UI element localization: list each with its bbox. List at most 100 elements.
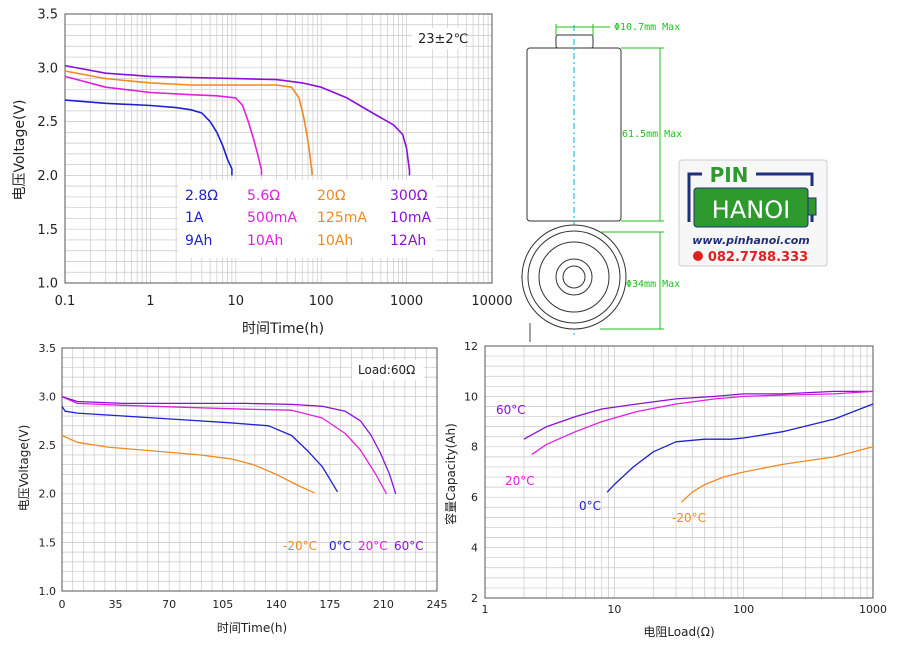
- series-line-2: [64, 70, 313, 176]
- y-tick-label: 1.5: [37, 223, 58, 238]
- plot-area: [485, 346, 873, 598]
- dim-diameter-body: Φ34mm Max: [626, 279, 680, 290]
- dim-height: 61.5mm Max: [622, 129, 682, 140]
- battery-dimension-drawing: Φ10.7mm Max 61.5mm Max Φ34mm Max: [521, 22, 682, 342]
- y-tick-label: 1.5: [39, 536, 57, 549]
- x-tick-label: 1000: [390, 294, 423, 309]
- y-tick-label: 1.0: [39, 585, 57, 598]
- legend-text: 5.6Ω: [247, 188, 280, 204]
- annotation-background: [352, 360, 424, 380]
- x-tick-label: 10: [228, 294, 245, 309]
- series-line-3: [680, 446, 874, 503]
- series-line-2: [61, 396, 388, 495]
- y-axis-title: 电压Voltage(V): [12, 99, 28, 200]
- x-tick-label: 105: [212, 598, 233, 611]
- x-tick-label: 1: [146, 294, 154, 309]
- logo-url: www.pinhanoi.com: [692, 234, 810, 247]
- legend-text: 1A: [185, 210, 204, 226]
- legend-text: 20Ω: [317, 188, 346, 204]
- phone-icon: [693, 251, 703, 261]
- y-tick-label: 6: [471, 491, 478, 504]
- legend-text: 125mA: [317, 210, 367, 226]
- pinhanoi-logo: PIN HANOI www.pinhanoi.com 082.7788.333: [678, 159, 828, 267]
- x-tick-label: 100: [733, 603, 754, 616]
- y-axis-title: 电压Voltage(V): [17, 425, 31, 512]
- plot-frame: [484, 345, 874, 599]
- series-line-1: [61, 405, 339, 493]
- series-label: 20°C: [358, 539, 388, 553]
- x-tick-label: 10: [607, 603, 621, 616]
- x-tick-label: 0.1: [55, 294, 76, 309]
- x-tick-label: 175: [319, 598, 340, 611]
- series-label: -20°C: [672, 511, 706, 525]
- y-tick-label: 3.0: [39, 390, 57, 403]
- annotation-background: [412, 28, 465, 49]
- x-tick-label: 1000: [859, 603, 887, 616]
- y-tick-label: 3.5: [39, 342, 57, 355]
- y-tick-label: 2.5: [39, 439, 57, 452]
- series-label: 0°C: [579, 499, 601, 513]
- series-label: 20°C: [505, 474, 535, 488]
- plot-area: [62, 348, 437, 591]
- battery-end-view: [521, 224, 627, 330]
- chart-annotation: Load:60Ω: [358, 363, 415, 377]
- series-line-1: [531, 390, 874, 455]
- y-tick-label: 1.0: [37, 277, 58, 292]
- logo-pin: PIN: [710, 163, 749, 187]
- x-tick-label: 140: [266, 598, 287, 611]
- x-tick-label: 100: [309, 294, 334, 309]
- x-tick-label: 245: [427, 598, 448, 611]
- series-line-2: [606, 403, 874, 493]
- legend-text: 10Ah: [247, 233, 283, 249]
- x-tick-label: 10000: [471, 294, 512, 309]
- legend-background: [178, 180, 436, 258]
- legend-text: 12Ah: [390, 233, 426, 249]
- y-tick-label: 2: [471, 592, 478, 605]
- y-tick-label: 3.0: [37, 61, 58, 76]
- chart-voltage-vs-time-log: 0.1 1 10 100 1000 10000 1.0 1.5 2.0 2.5 3.0 3.5 时间Ti…: [12, 8, 513, 337]
- series-line-1: [64, 75, 263, 176]
- x-tick-label: 0: [59, 598, 66, 611]
- x-axis-title: 时间Time(h): [217, 621, 287, 635]
- series-label: 60°C: [394, 539, 424, 553]
- plot-frame: [61, 347, 438, 592]
- logo-phone: 082.7788.333: [708, 250, 808, 265]
- y-tick-label: 2.5: [37, 115, 58, 130]
- y-tick-label: 2.0: [37, 169, 58, 184]
- grid: [484, 345, 873, 599]
- plot-frame: [64, 13, 493, 284]
- chart-annotation: 23±2℃: [418, 32, 468, 47]
- legend-text: 10Ah: [317, 233, 353, 249]
- legend-text: 10mA: [390, 210, 431, 226]
- legend-text: 300Ω: [390, 188, 428, 204]
- x-tick-label: 1: [482, 603, 489, 616]
- series-line-3: [64, 64, 411, 176]
- series-line-0: [523, 390, 873, 440]
- y-tick-label: 2.0: [39, 488, 57, 501]
- chart-capacity-vs-load: 1 10 100 1000 2 4 6 8 10 12 电阻Load(Ω) 容量Capacity(Ah…: [443, 340, 887, 639]
- series-label: -20°C: [283, 539, 317, 553]
- y-tick-label: 8: [471, 441, 478, 454]
- x-tick-label: 70: [162, 598, 176, 611]
- series-line-0: [64, 99, 233, 176]
- series-label: 0°C: [329, 539, 351, 553]
- legend-text: 9Ah: [185, 233, 212, 249]
- x-tick-label: 210: [373, 598, 394, 611]
- y-tick-label: 4: [471, 541, 478, 554]
- legend-text: 2.8Ω: [185, 188, 218, 204]
- series-label: 60°C: [496, 403, 526, 417]
- y-tick-label: 10: [464, 390, 478, 403]
- y-tick-label: 3.5: [37, 8, 58, 23]
- x-axis-title: 电阻Load(Ω): [643, 625, 714, 639]
- chart-voltage-vs-time-60ohm: 0 35 70 105 140 175 210 245 1.0 1.5 2.0 2.5 3.0 3.5 时间…: [17, 342, 448, 635]
- dim-diameter-top: Φ10.7mm Max: [614, 22, 680, 33]
- x-axis-title: 时间Time(h): [242, 321, 324, 337]
- series-line-0: [61, 434, 315, 494]
- logo-hanoi: HANOI: [712, 196, 790, 224]
- y-tick-label: 12: [464, 340, 478, 353]
- y-axis-title: 容量Capacity(Ah): [443, 423, 458, 525]
- legend-text: 500mA: [247, 210, 297, 226]
- series-line-3: [61, 395, 397, 494]
- x-tick-label: 35: [109, 598, 123, 611]
